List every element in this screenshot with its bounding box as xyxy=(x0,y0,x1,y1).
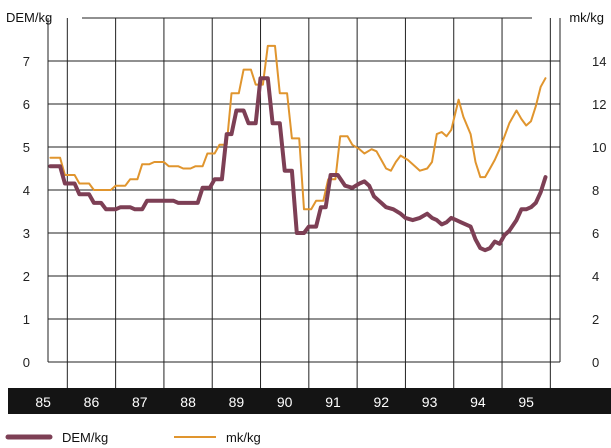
series-lines xyxy=(48,44,548,253)
left-axis-ticks: 0 1 2 3 4 5 6 7 xyxy=(23,54,30,370)
year-label: 94 xyxy=(470,394,486,410)
series-line-mk-kg xyxy=(49,44,547,211)
year-label: 87 xyxy=(132,394,148,410)
right-axis-title: mk/kg xyxy=(569,10,604,25)
left-tick-label: 2 xyxy=(23,269,30,284)
grid-lines xyxy=(48,18,560,388)
right-tick-label: 6 xyxy=(592,226,599,241)
legend-label-mk-kg: mk/kg xyxy=(226,430,261,445)
right-tick-label: 8 xyxy=(592,183,599,198)
right-tick-label: 14 xyxy=(592,54,606,69)
right-axis-ticks: 0 2 4 6 8 10 12 14 xyxy=(592,54,606,370)
year-label: 95 xyxy=(518,394,534,410)
x-axis-year-labels: 85 86 87 88 89 90 91 92 93 94 95 xyxy=(35,394,534,410)
year-label: 88 xyxy=(180,394,196,410)
year-label: 91 xyxy=(325,394,341,410)
left-tick-label: 4 xyxy=(23,183,30,198)
left-tick-label: 6 xyxy=(23,97,30,112)
right-tick-label: 10 xyxy=(592,140,606,155)
year-label: 85 xyxy=(35,394,51,410)
right-tick-label: 0 xyxy=(592,355,599,370)
year-label: 86 xyxy=(84,394,100,410)
right-tick-label: 12 xyxy=(592,97,606,112)
series-line-dem-kg xyxy=(48,76,548,253)
right-tick-label: 4 xyxy=(592,269,599,284)
legend: DEM/kg mk/kg xyxy=(5,430,261,445)
left-tick-label: 3 xyxy=(23,226,30,241)
left-axis-title: DEM/kg xyxy=(6,10,52,25)
left-tick-label: 1 xyxy=(23,312,30,327)
year-label: 92 xyxy=(373,394,389,410)
legend-label-dem-kg: DEM/kg xyxy=(62,430,108,445)
year-label: 93 xyxy=(422,394,438,410)
left-tick-label: 5 xyxy=(23,140,30,155)
year-label: 89 xyxy=(229,394,245,410)
left-tick-label: 0 xyxy=(23,355,30,370)
right-tick-label: 2 xyxy=(592,312,599,327)
year-band xyxy=(8,388,611,414)
year-label: 90 xyxy=(277,394,293,410)
plot-border xyxy=(47,17,561,362)
left-tick-label: 7 xyxy=(23,54,30,69)
